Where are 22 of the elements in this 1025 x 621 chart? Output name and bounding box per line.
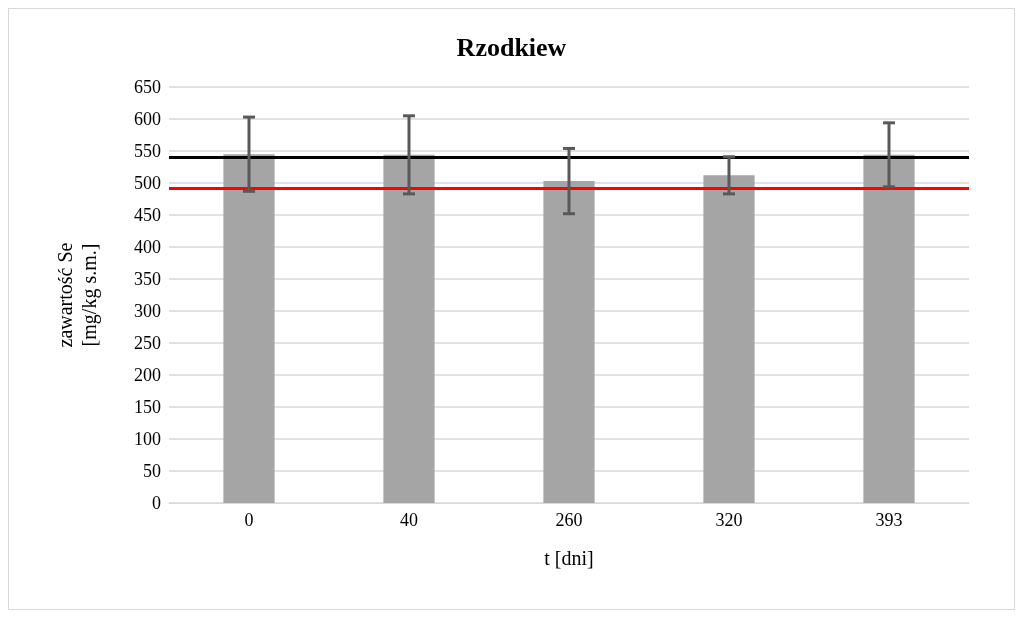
y-tick-label: 400	[134, 237, 161, 257]
y-tick-label: 350	[134, 269, 161, 289]
x-axis-title: t [dni]	[544, 547, 594, 569]
y-tick-label: 550	[134, 141, 161, 161]
y-tick-label: 100	[134, 429, 161, 449]
y-tick-label: 200	[134, 365, 161, 385]
x-tick-label: 40	[400, 510, 418, 530]
y-tick-label: 450	[134, 205, 161, 225]
x-tick-label: 393	[875, 510, 903, 530]
x-tick-label: 0	[244, 510, 254, 530]
y-tick-label: 500	[134, 173, 161, 193]
y-tick-label: 650	[134, 77, 161, 97]
x-tick-label: 260	[555, 510, 583, 530]
x-tick-label: 320	[715, 510, 743, 530]
y-tick-label: 250	[134, 333, 161, 353]
y-tick-label: 150	[134, 397, 161, 417]
chart-title: Rzodkiew	[456, 32, 567, 62]
y-tick-label: 0	[152, 493, 161, 513]
y-tick-label: 50	[143, 461, 161, 481]
y-tick-label: 600	[134, 109, 161, 129]
y-tick-label: 300	[134, 301, 161, 321]
y-axis-title: zawartość Se [mg/kg s.m.]	[54, 242, 101, 348]
